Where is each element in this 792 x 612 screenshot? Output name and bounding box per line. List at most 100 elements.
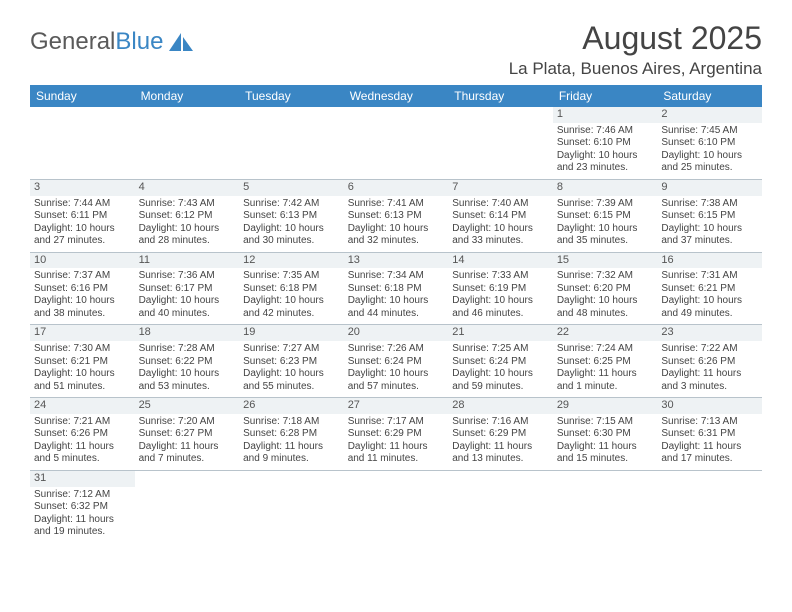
daylight-text: Daylight: 10 hours	[139, 368, 236, 381]
day-number	[135, 107, 240, 123]
day-cell: Sunrise: 7:40 AMSunset: 6:14 PMDaylight:…	[448, 196, 553, 253]
day-cell: Sunrise: 7:33 AMSunset: 6:19 PMDaylight:…	[448, 268, 553, 325]
sunrise-text: Sunrise: 7:28 AM	[139, 343, 236, 356]
sunset-text: Sunset: 6:13 PM	[348, 210, 445, 223]
day-cell	[239, 123, 344, 180]
day-cell: Sunrise: 7:25 AMSunset: 6:24 PMDaylight:…	[448, 341, 553, 398]
day-cell: Sunrise: 7:24 AMSunset: 6:25 PMDaylight:…	[553, 341, 658, 398]
daylight-text: Daylight: 10 hours	[34, 295, 131, 308]
daylight-text: and 55 minutes.	[243, 381, 340, 394]
sunset-text: Sunset: 6:22 PM	[139, 356, 236, 369]
daylight-text: and 32 minutes.	[348, 235, 445, 248]
calendar-table: Sunday Monday Tuesday Wednesday Thursday…	[30, 85, 762, 543]
sunrise-text: Sunrise: 7:15 AM	[557, 416, 654, 429]
header: GeneralBlue August 2025 La Plata, Buenos…	[30, 20, 762, 79]
daylight-text: and 37 minutes.	[661, 235, 758, 248]
sunrise-text: Sunrise: 7:12 AM	[34, 489, 131, 502]
daylight-text: Daylight: 11 hours	[661, 368, 758, 381]
sunrise-text: Sunrise: 7:30 AM	[34, 343, 131, 356]
sunset-text: Sunset: 6:23 PM	[243, 356, 340, 369]
day-header: Thursday	[448, 85, 553, 107]
sunset-text: Sunset: 6:11 PM	[34, 210, 131, 223]
day-header: Wednesday	[344, 85, 449, 107]
daylight-text: and 7 minutes.	[139, 453, 236, 466]
sunrise-text: Sunrise: 7:21 AM	[34, 416, 131, 429]
sunset-text: Sunset: 6:31 PM	[661, 428, 758, 441]
sunset-text: Sunset: 6:18 PM	[348, 283, 445, 296]
day-cell: Sunrise: 7:35 AMSunset: 6:18 PMDaylight:…	[239, 268, 344, 325]
daylight-text: Daylight: 10 hours	[348, 223, 445, 236]
sunset-text: Sunset: 6:29 PM	[348, 428, 445, 441]
day-number: 8	[553, 179, 658, 195]
day-cell	[135, 123, 240, 180]
day-content-row: Sunrise: 7:46 AMSunset: 6:10 PMDaylight:…	[30, 123, 762, 180]
daylight-text: Daylight: 10 hours	[243, 368, 340, 381]
day-number-row: 17181920212223	[30, 325, 762, 341]
day-number: 12	[239, 252, 344, 268]
day-number: 27	[344, 398, 449, 414]
sunset-text: Sunset: 6:15 PM	[661, 210, 758, 223]
day-cell	[448, 123, 553, 180]
sunset-text: Sunset: 6:14 PM	[452, 210, 549, 223]
day-cell: Sunrise: 7:17 AMSunset: 6:29 PMDaylight:…	[344, 414, 449, 471]
daylight-text: and 38 minutes.	[34, 308, 131, 321]
logo-sail-icon	[167, 31, 195, 53]
day-cell	[135, 487, 240, 543]
daylight-text: Daylight: 11 hours	[34, 514, 131, 527]
daylight-text: and 46 minutes.	[452, 308, 549, 321]
day-header: Monday	[135, 85, 240, 107]
daylight-text: Daylight: 10 hours	[557, 150, 654, 163]
sunrise-text: Sunrise: 7:22 AM	[661, 343, 758, 356]
daylight-text: Daylight: 10 hours	[452, 295, 549, 308]
day-number	[553, 470, 658, 486]
daylight-text: Daylight: 11 hours	[243, 441, 340, 454]
sunrise-text: Sunrise: 7:20 AM	[139, 416, 236, 429]
day-cell: Sunrise: 7:18 AMSunset: 6:28 PMDaylight:…	[239, 414, 344, 471]
location: La Plata, Buenos Aires, Argentina	[509, 59, 762, 79]
day-number: 3	[30, 179, 135, 195]
day-cell: Sunrise: 7:46 AMSunset: 6:10 PMDaylight:…	[553, 123, 658, 180]
month-title: August 2025	[509, 20, 762, 57]
daylight-text: and 53 minutes.	[139, 381, 236, 394]
day-cell	[344, 123, 449, 180]
daylight-text: and 49 minutes.	[661, 308, 758, 321]
sunset-text: Sunset: 6:12 PM	[139, 210, 236, 223]
daylight-text: Daylight: 11 hours	[557, 441, 654, 454]
day-cell: Sunrise: 7:27 AMSunset: 6:23 PMDaylight:…	[239, 341, 344, 398]
sunrise-text: Sunrise: 7:42 AM	[243, 198, 340, 211]
daylight-text: Daylight: 11 hours	[557, 368, 654, 381]
day-number: 1	[553, 107, 658, 123]
logo-text-accent: Blue	[115, 28, 163, 56]
sunrise-text: Sunrise: 7:40 AM	[452, 198, 549, 211]
daylight-text: Daylight: 10 hours	[661, 150, 758, 163]
sunset-text: Sunset: 6:29 PM	[452, 428, 549, 441]
day-cell: Sunrise: 7:31 AMSunset: 6:21 PMDaylight:…	[657, 268, 762, 325]
daylight-text: Daylight: 10 hours	[243, 295, 340, 308]
daylight-text: and 33 minutes.	[452, 235, 549, 248]
day-cell: Sunrise: 7:34 AMSunset: 6:18 PMDaylight:…	[344, 268, 449, 325]
day-number: 10	[30, 252, 135, 268]
day-cell: Sunrise: 7:37 AMSunset: 6:16 PMDaylight:…	[30, 268, 135, 325]
daylight-text: Daylight: 11 hours	[34, 441, 131, 454]
sunrise-text: Sunrise: 7:35 AM	[243, 270, 340, 283]
day-number: 5	[239, 179, 344, 195]
day-number-row: 3456789	[30, 179, 762, 195]
day-number: 23	[657, 325, 762, 341]
day-number	[30, 107, 135, 123]
day-cell	[448, 487, 553, 543]
day-number: 24	[30, 398, 135, 414]
day-cell: Sunrise: 7:45 AMSunset: 6:10 PMDaylight:…	[657, 123, 762, 180]
sunrise-text: Sunrise: 7:34 AM	[348, 270, 445, 283]
daylight-text: Daylight: 10 hours	[661, 295, 758, 308]
sunrise-text: Sunrise: 7:38 AM	[661, 198, 758, 211]
daylight-text: Daylight: 11 hours	[452, 441, 549, 454]
day-cell	[344, 487, 449, 543]
day-number: 19	[239, 325, 344, 341]
sunrise-text: Sunrise: 7:43 AM	[139, 198, 236, 211]
daylight-text: Daylight: 10 hours	[557, 223, 654, 236]
sunset-text: Sunset: 6:24 PM	[452, 356, 549, 369]
sunrise-text: Sunrise: 7:44 AM	[34, 198, 131, 211]
day-number: 4	[135, 179, 240, 195]
daylight-text: Daylight: 10 hours	[243, 223, 340, 236]
daylight-text: and 27 minutes.	[34, 235, 131, 248]
